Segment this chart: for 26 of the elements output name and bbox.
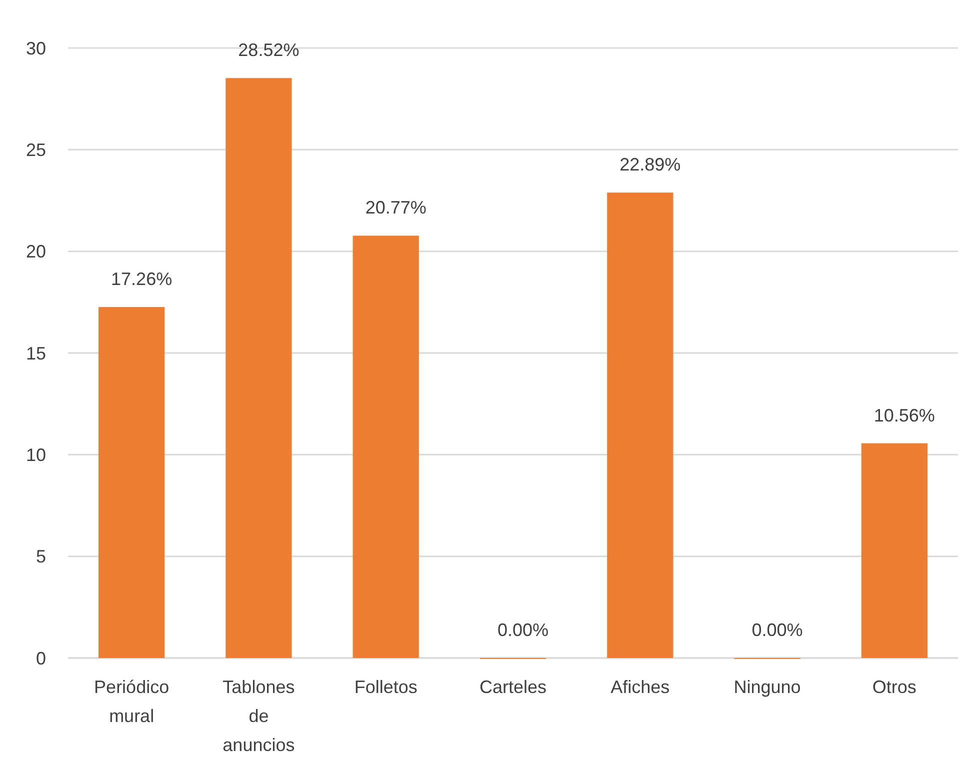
bar — [352, 236, 419, 658]
y-tick-label: 30 — [26, 38, 46, 58]
x-tick-label: Tablones de anuncios — [222, 677, 295, 755]
y-tick-label: 5 — [36, 546, 46, 567]
x-tick-label: Otros — [872, 677, 916, 697]
bar — [607, 192, 674, 658]
x-tick-label: Ninguno — [734, 677, 801, 697]
y-tick-label: 15 — [26, 343, 46, 364]
x-tick-label: Carteles — [479, 677, 547, 697]
bar — [98, 307, 165, 658]
y-tick-label: 10 — [26, 444, 46, 465]
data-label: 0.00% — [752, 620, 803, 640]
data-label: 17.26% — [111, 269, 172, 290]
x-tick-label: Periódico mural — [94, 677, 170, 726]
data-label: 22.89% — [620, 154, 681, 175]
y-tick-label: 20 — [26, 242, 46, 262]
data-label: 20.77% — [365, 198, 426, 218]
data-label: 0.00% — [497, 620, 549, 640]
bar — [226, 78, 292, 658]
data-label: 10.56% — [874, 405, 935, 426]
x-tick-label: Folletos — [354, 677, 418, 697]
bar — [861, 443, 928, 658]
data-label: 28.52% — [238, 40, 300, 60]
y-tick-label: 25 — [26, 140, 46, 160]
y-tick-label: 0 — [36, 648, 46, 668]
x-tick-label: Afiches — [610, 677, 670, 697]
